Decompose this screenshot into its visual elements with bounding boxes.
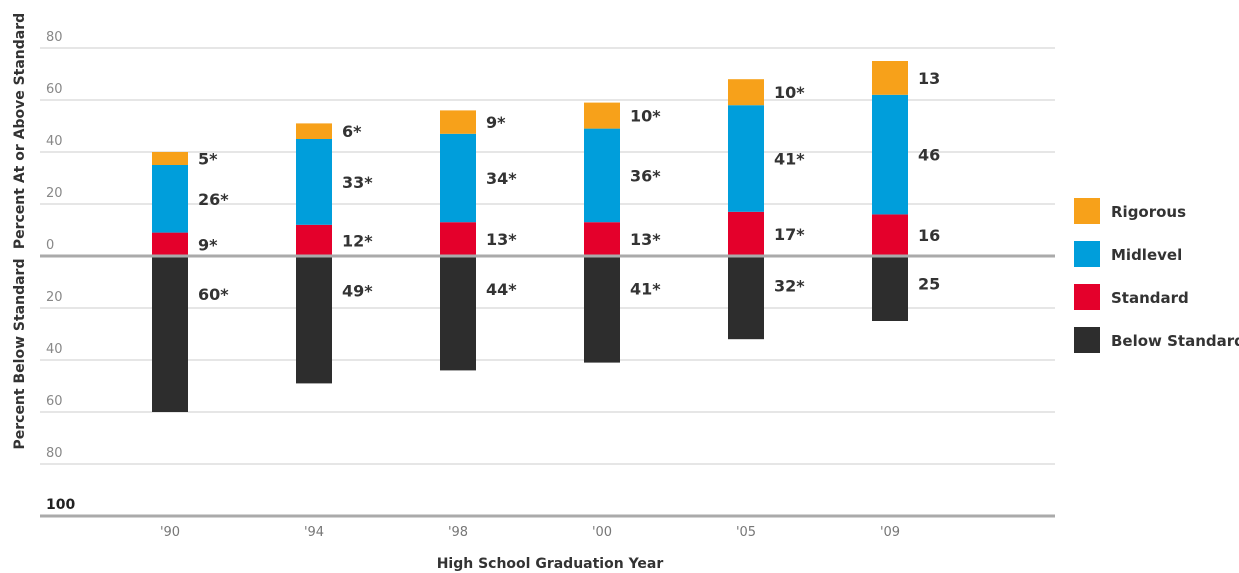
- legend-label: Below Standard: [1111, 332, 1239, 350]
- bar-below-standard: [152, 256, 188, 412]
- x-axis-ticks: '90 '94 '98 '00 '05 '09: [160, 525, 900, 540]
- data-label: 10*: [774, 83, 805, 102]
- bar-midlevel: [728, 105, 764, 212]
- data-label: 33*: [342, 173, 373, 192]
- bar-standard: [872, 214, 908, 256]
- y-tick-label: 20: [46, 186, 63, 201]
- x-tick-label: '05: [736, 525, 756, 540]
- data-label: 13*: [630, 230, 661, 249]
- data-label: 9*: [486, 113, 506, 132]
- gridlines: [40, 47, 1055, 465]
- data-label: 32*: [774, 277, 805, 296]
- bar-rigorous: [872, 61, 908, 95]
- data-label: 10*: [630, 107, 661, 126]
- bar-midlevel: [296, 139, 332, 225]
- data-labels: 9* 26* 5* 60* 12* 33* 6* 49* 13* 34* 9* 44* 13* 36* 10…: [198, 69, 940, 304]
- bar-rigorous: [440, 110, 476, 134]
- data-label: 26*: [198, 190, 229, 209]
- bar-below-standard: [872, 256, 908, 321]
- x-tick-label: '94: [304, 525, 324, 540]
- legend: Rigorous Midlevel Standard Below Standard: [1074, 198, 1239, 353]
- legend-swatch: [1074, 198, 1100, 224]
- data-label: 41*: [630, 279, 661, 298]
- x-tick-label: '09: [880, 525, 900, 540]
- y-tick-label: 40: [46, 134, 63, 149]
- data-label: 44*: [486, 280, 517, 299]
- bar-standard: [584, 222, 620, 256]
- bar-midlevel: [584, 128, 620, 223]
- legend-label: Standard: [1111, 289, 1189, 307]
- bar-rigorous: [584, 102, 620, 129]
- bar-midlevel: [440, 133, 476, 223]
- bar-below-standard: [440, 256, 476, 371]
- bar-rigorous: [296, 123, 332, 139]
- bar-standard: [728, 211, 764, 256]
- legend-label: Rigorous: [1111, 203, 1186, 221]
- data-label: 17*: [774, 225, 805, 244]
- bars: [152, 61, 908, 412]
- y-tick-label: 80: [46, 30, 63, 45]
- x-tick-label: '00: [592, 525, 612, 540]
- data-label: 5*: [198, 150, 218, 169]
- data-label: 13: [918, 69, 940, 88]
- legend-swatch: [1074, 241, 1100, 267]
- bar-below-standard: [296, 256, 332, 384]
- data-label: 13*: [486, 230, 517, 249]
- y-axis-label-upper: Percent At or Above Standard: [12, 13, 28, 249]
- legend-label: Midlevel: [1111, 246, 1182, 264]
- legend-swatch: [1074, 327, 1100, 353]
- y-axis-ticks: 80 60 40 20 0 20 40 60 80 100: [46, 30, 75, 513]
- bar-standard: [440, 222, 476, 256]
- bar-standard: [152, 232, 188, 256]
- x-tick-label: '98: [448, 525, 468, 540]
- bar-below-standard: [728, 256, 764, 340]
- data-label: 12*: [342, 231, 373, 250]
- data-label: 34*: [486, 169, 517, 188]
- bar-midlevel: [152, 165, 188, 233]
- data-label: 16: [918, 226, 940, 245]
- data-label: 6*: [342, 122, 362, 141]
- y-axis-label-lower: Percent Below Standard: [12, 259, 28, 450]
- data-label: 25: [918, 275, 940, 294]
- bar-below-standard: [584, 256, 620, 363]
- y-tick-label: 80: [46, 446, 63, 461]
- data-label: 36*: [630, 166, 661, 185]
- data-label: 41*: [774, 150, 805, 169]
- y-tick-label: 100: [46, 497, 75, 513]
- data-label: 46: [918, 146, 940, 165]
- data-label: 60*: [198, 285, 229, 304]
- data-label: 9*: [198, 235, 218, 254]
- bar-rigorous: [152, 152, 188, 165]
- y-tick-label: 60: [46, 82, 63, 97]
- legend-swatch: [1074, 284, 1100, 310]
- y-tick-label: 40: [46, 342, 63, 357]
- bar-standard: [296, 224, 332, 256]
- y-tick-label: 0: [46, 238, 54, 253]
- y-tick-label: 20: [46, 290, 63, 305]
- data-label: 49*: [342, 282, 373, 301]
- y-tick-label: 60: [46, 394, 63, 409]
- x-tick-label: '90: [160, 525, 180, 540]
- bar-rigorous: [728, 79, 764, 106]
- bar-midlevel: [872, 94, 908, 215]
- x-axis-label: High School Graduation Year: [437, 556, 664, 572]
